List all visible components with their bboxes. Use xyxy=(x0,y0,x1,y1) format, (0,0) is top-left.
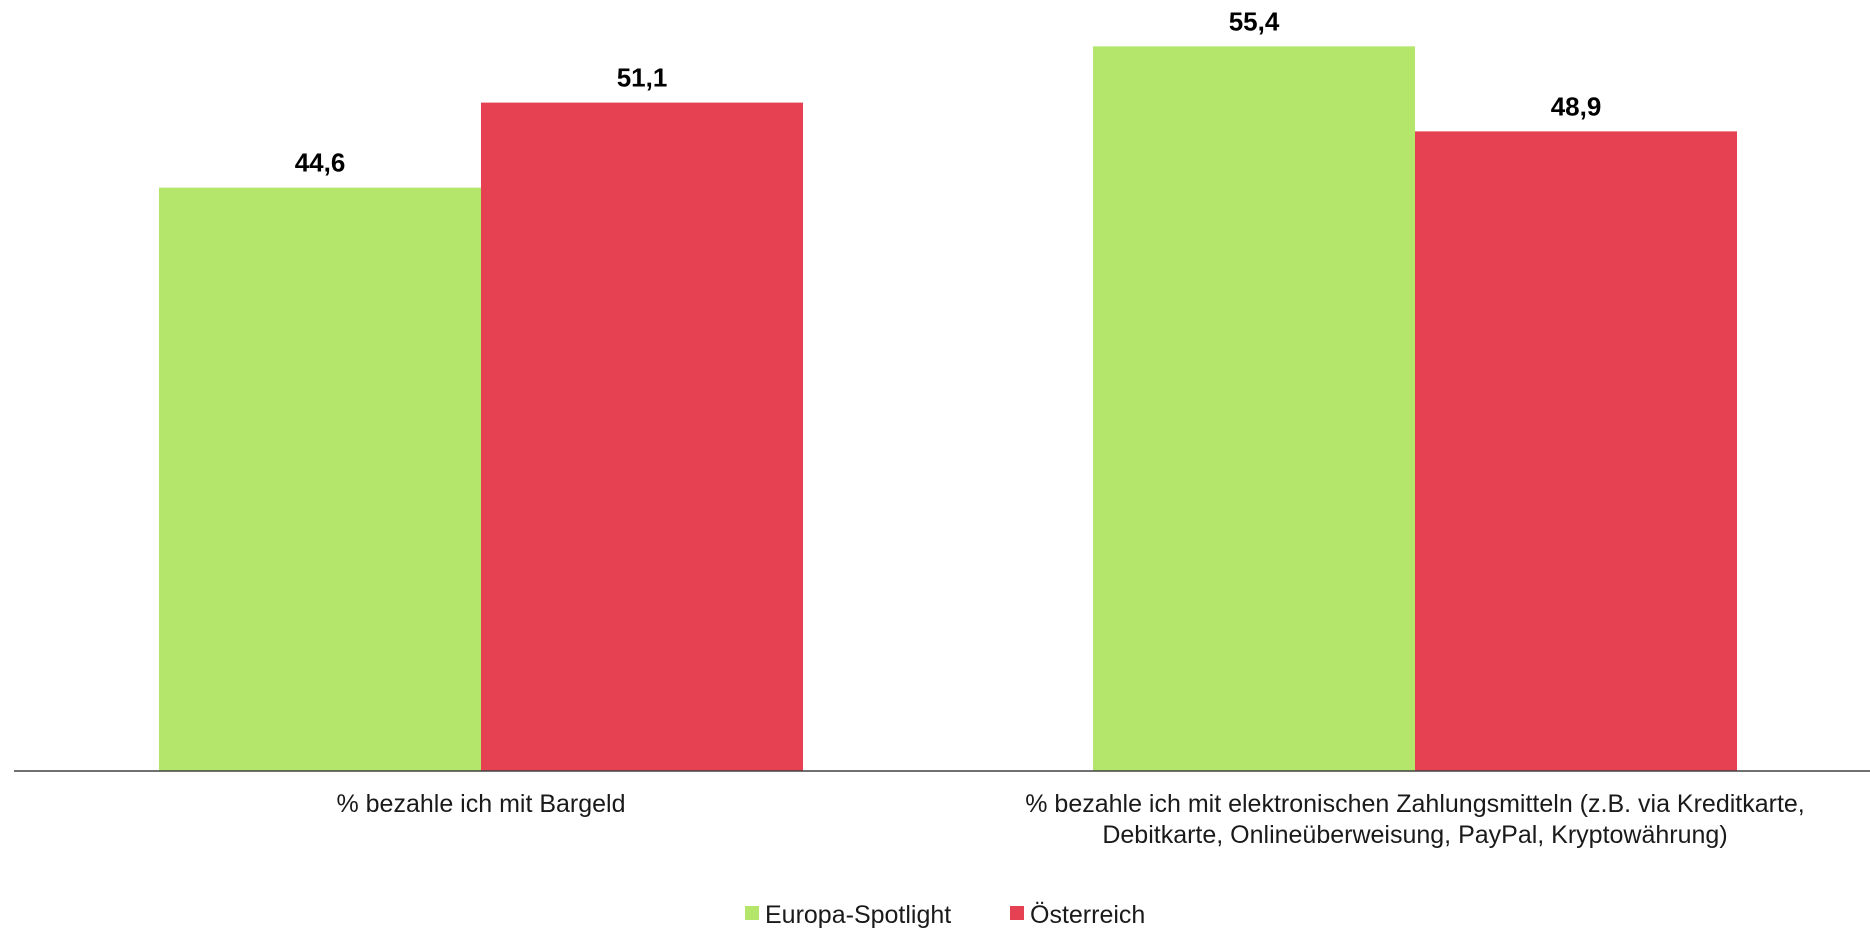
legend-swatch-europa xyxy=(745,906,759,920)
legend-swatch-oesterreich xyxy=(1010,906,1024,920)
category-labels-layer: % bezahle ich mit Bargeld % bezahle ich m… xyxy=(336,790,1804,849)
legend: Europa-Spotlight Österreich xyxy=(745,901,1145,929)
value-label-europa-cat1: 44,6 xyxy=(295,148,346,178)
category-label-2: % bezahle ich mit elektronischen Zahlung… xyxy=(1025,790,1805,849)
value-labels-layer: 44,6 51,1 55,4 48,9 xyxy=(295,6,1602,177)
bars-layer xyxy=(159,46,1737,772)
value-label-europa-cat2: 55,4 xyxy=(1229,6,1280,36)
value-label-oesterreich-cat2: 48,9 xyxy=(1551,91,1602,121)
category-label-2-line-2: Debitkarte, Onlineüberweisung, PayPal, K… xyxy=(1102,821,1727,849)
category-label-1-line-1: % bezahle ich mit Bargeld xyxy=(336,790,625,818)
legend-label-europa: Europa-Spotlight xyxy=(765,901,951,929)
bar-europa-cat2 xyxy=(1093,46,1415,772)
bar-oesterreich-cat2 xyxy=(1415,131,1737,771)
legend-label-oesterreich: Österreich xyxy=(1030,901,1145,929)
bar-europa-cat1 xyxy=(159,187,481,771)
category-label-2-line-1: % bezahle ich mit elektronischen Zahlung… xyxy=(1025,790,1805,818)
category-label-1: % bezahle ich mit Bargeld xyxy=(336,790,625,818)
bar-oesterreich-cat1 xyxy=(481,102,803,771)
value-label-oesterreich-cat1: 51,1 xyxy=(617,63,668,93)
